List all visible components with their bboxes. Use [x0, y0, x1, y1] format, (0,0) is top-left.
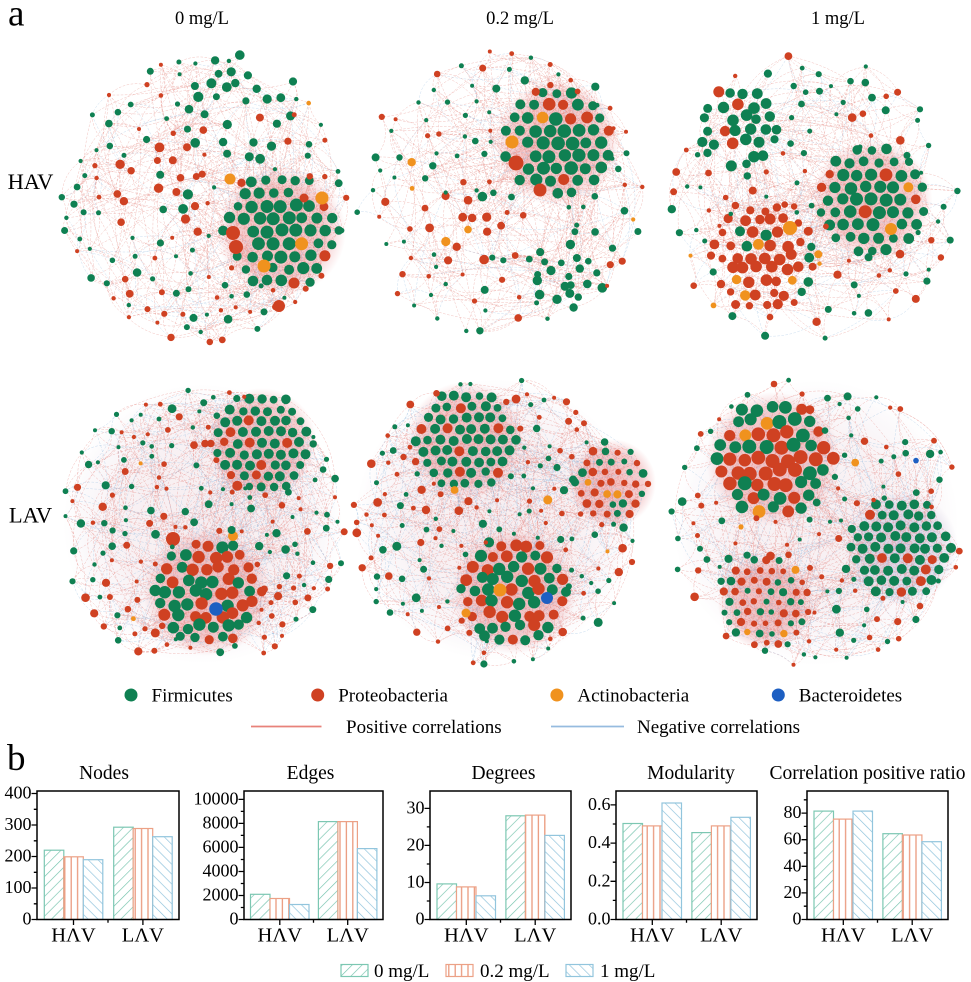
svg-text:0 mg/L: 0 mg/L [175, 9, 229, 29]
svg-text:0.0: 0.0 [588, 909, 611, 929]
svg-text:a: a [8, 0, 24, 35]
svg-text:0 mg/L: 0 mg/L [374, 961, 429, 982]
svg-text:4000: 4000 [203, 861, 239, 881]
svg-text:60: 60 [784, 829, 802, 849]
svg-text:1 mg/L: 1 mg/L [600, 961, 655, 982]
svg-text:LΛV: LΛV [122, 925, 164, 947]
svg-text:200: 200 [5, 846, 32, 866]
svg-text:HΛV: HΛV [821, 925, 866, 947]
svg-text:0.2 mg/L: 0.2 mg/L [480, 961, 550, 982]
svg-text:10000: 10000 [194, 788, 239, 808]
svg-text:6000: 6000 [203, 836, 239, 856]
svg-text:Modularity: Modularity [647, 763, 735, 784]
svg-text:20: 20 [784, 882, 802, 902]
svg-text:LAV: LAV [9, 503, 52, 528]
svg-text:300: 300 [5, 814, 32, 834]
svg-text:Positive correlations: Positive correlations [346, 717, 502, 738]
svg-text:30: 30 [407, 797, 425, 817]
svg-text:LΛV: LΛV [891, 925, 933, 947]
svg-text:0: 0 [23, 909, 32, 929]
svg-text:Proteobacteria: Proteobacteria [338, 686, 448, 707]
svg-text:0: 0 [230, 909, 239, 929]
svg-text:Edges: Edges [287, 763, 335, 784]
svg-text:Actinobacteria: Actinobacteria [577, 686, 689, 707]
svg-text:Bacteroidetes: Bacteroidetes [799, 686, 902, 707]
svg-text:80: 80 [784, 802, 802, 822]
svg-text:0.2: 0.2 [588, 870, 611, 890]
svg-text:HΛV: HΛV [630, 925, 675, 947]
svg-text:Negative correlations: Negative correlations [637, 717, 800, 738]
svg-text:0.6: 0.6 [588, 794, 611, 814]
svg-text:b: b [7, 738, 26, 779]
svg-text:LΛV: LΛV [514, 925, 556, 947]
svg-text:100: 100 [5, 877, 32, 897]
svg-text:Correlation positive ratio: Correlation positive ratio [769, 763, 965, 784]
svg-text:HΛV: HΛV [444, 925, 489, 947]
svg-text:10: 10 [407, 872, 425, 892]
svg-text:HΛV: HΛV [51, 925, 96, 947]
svg-text:Nodes: Nodes [79, 763, 129, 784]
svg-text:Firmicutes: Firmicutes [152, 686, 233, 707]
svg-text:Degrees: Degrees [472, 763, 536, 784]
svg-text:2000: 2000 [203, 885, 239, 905]
svg-text:400: 400 [5, 783, 32, 803]
svg-text:0: 0 [416, 909, 425, 929]
svg-text:40: 40 [784, 855, 802, 875]
svg-text:HAV: HAV [8, 169, 54, 194]
svg-text:HΛV: HΛV [258, 925, 303, 947]
svg-text:20: 20 [407, 834, 425, 854]
svg-text:LΛV: LΛV [327, 925, 369, 947]
svg-text:1 mg/L: 1 mg/L [811, 9, 865, 29]
svg-text:0: 0 [793, 909, 802, 929]
svg-text:0.2 mg/L: 0.2 mg/L [486, 9, 554, 29]
svg-text:8000: 8000 [203, 812, 239, 832]
svg-text:0.4: 0.4 [588, 832, 611, 852]
svg-text:LΛV: LΛV [700, 925, 742, 947]
